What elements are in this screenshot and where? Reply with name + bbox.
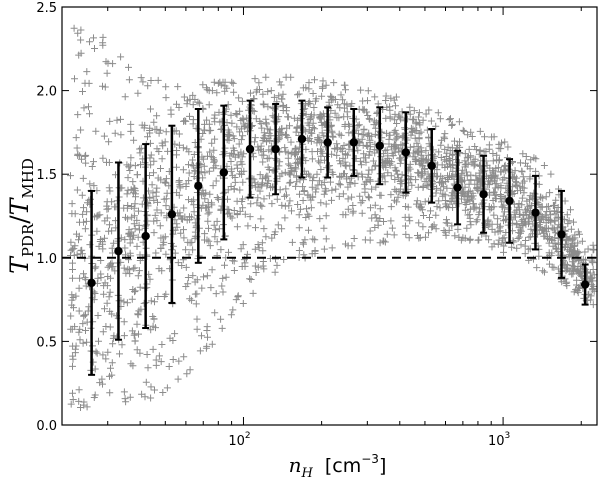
mean-point	[271, 144, 280, 154]
x-label-exp: −3	[361, 452, 379, 466]
mean-point	[531, 208, 540, 217]
x-label-unit: [cm	[325, 455, 361, 477]
mean-errorbars	[87, 99, 590, 376]
mean-point	[557, 230, 566, 239]
y-axis-label: TPDR/TMHD	[5, 158, 37, 274]
mean-point	[349, 138, 358, 147]
y-label-numerator: T	[5, 255, 34, 274]
x-label-close: ]	[379, 455, 386, 477]
mean-point	[479, 190, 488, 199]
x-tick-exp: 2	[245, 431, 251, 441]
y-tick-label: 1.5	[36, 168, 57, 183]
mean-point	[87, 278, 96, 288]
mean-point	[297, 134, 307, 144]
mean-point	[401, 148, 411, 157]
y-label-denominator: T	[5, 196, 34, 215]
mean-point	[375, 141, 384, 150]
x-tick-base: 10	[488, 434, 505, 449]
y-tick-label: 0.0	[36, 419, 57, 434]
mean-point	[114, 246, 123, 256]
plot-frame	[61, 6, 598, 426]
x-tick-base: 10	[228, 434, 245, 449]
mean-point	[580, 280, 590, 289]
mean-point	[453, 183, 462, 192]
x-label-sub: H	[301, 466, 314, 479]
y-tick-label: 1.0	[36, 252, 57, 267]
x-tick-label: 102	[228, 431, 250, 449]
mean-point	[427, 161, 436, 171]
y-tick-label: 2.0	[36, 85, 57, 100]
y-label-slash: /	[5, 215, 34, 224]
x-axis-label: nH [cm−3]	[289, 452, 387, 479]
y-label-denominator-sub: MHD	[19, 158, 37, 198]
x-tick-exp: 3	[504, 431, 510, 441]
mean-point	[219, 168, 229, 177]
mean-point	[141, 231, 150, 241]
y-label-numerator-sub: PDR	[19, 223, 37, 257]
x-label-var: n	[289, 453, 302, 477]
y-tick-label: 2.5	[36, 1, 57, 16]
mean-point	[167, 210, 177, 219]
scatter-points	[67, 24, 598, 411]
scatter-cloud	[67, 24, 598, 411]
y-tick-label: 0.5	[36, 335, 57, 350]
mean-point	[323, 138, 332, 147]
mean-point	[194, 181, 203, 191]
mean-point	[245, 144, 255, 154]
mean-point	[505, 196, 514, 206]
x-tick-label: 103	[488, 431, 510, 449]
